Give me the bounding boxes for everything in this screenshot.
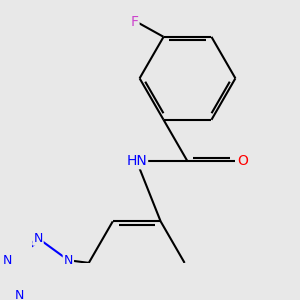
Text: O: O <box>237 154 248 168</box>
Text: HN: HN <box>126 154 147 168</box>
Text: F: F <box>130 15 139 29</box>
Text: N: N <box>3 254 12 267</box>
Text: N: N <box>33 232 43 245</box>
Text: N: N <box>64 254 73 267</box>
Text: N: N <box>14 290 24 300</box>
